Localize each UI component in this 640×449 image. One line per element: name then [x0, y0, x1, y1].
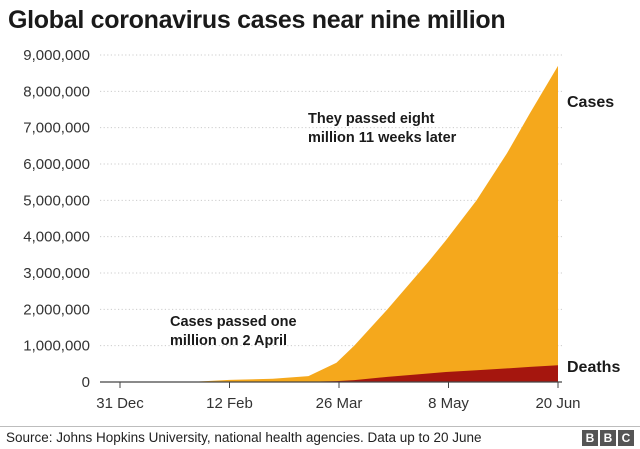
logo-letter: C	[618, 430, 634, 446]
chart-title: Global coronavirus cases near nine milli…	[8, 6, 506, 34]
annotation-line: Cases passed one	[170, 314, 297, 330]
footer-divider	[0, 426, 640, 427]
x-tick-label: 31 Dec	[96, 395, 144, 412]
x-tick-label: 26 Mar	[316, 395, 363, 412]
y-tick-label: 6,000,000	[23, 156, 90, 173]
x-tick-label: 12 Feb	[206, 395, 253, 412]
y-tick-label: 7,000,000	[23, 120, 90, 137]
y-tick-label: 0	[82, 374, 90, 391]
y-tick-label: 2,000,000	[23, 301, 90, 318]
gridlines	[100, 54, 562, 347]
logo-letter: B	[600, 430, 616, 446]
series-areas	[120, 65, 558, 383]
y-tick-label: 1,000,000	[23, 338, 90, 355]
y-tick-label: 5,000,000	[23, 192, 90, 209]
series-area-cases	[120, 65, 558, 383]
series-label-deaths: Deaths	[567, 359, 621, 376]
logo-letter: B	[582, 430, 598, 446]
area-chart: 0 1,000,000 2,000,000 3,000,000 4,000,000 5,0…	[23, 47, 580, 412]
y-tick-label: 4,000,000	[23, 229, 90, 246]
y-tick-label: 8,000,000	[23, 83, 90, 100]
y-tick-label: 9,000,000	[23, 47, 90, 64]
annotation-line: million on 2 April	[170, 333, 288, 349]
series-label-cases: Cases	[567, 94, 615, 111]
x-tick-label: 8 May	[428, 395, 469, 412]
series-area-deaths	[120, 365, 558, 382]
annotation-line: They passed eight	[308, 111, 435, 127]
axes: 0 1,000,000 2,000,000 3,000,000 4,000,000 5,0…	[23, 47, 580, 412]
y-tick-label: 3,000,000	[23, 265, 90, 282]
annotation-eight-million: They passed eight million 11 weeks later	[308, 110, 456, 148]
source-note: Source: Johns Hopkins University, nation…	[6, 430, 482, 445]
bbc-logo: B B C	[582, 430, 634, 446]
annotation-one-million: Cases passed one million on 2 April	[170, 313, 297, 351]
annotation-line: million 11 weeks later	[308, 130, 457, 146]
x-tick-label: 20 Jun	[535, 395, 580, 412]
